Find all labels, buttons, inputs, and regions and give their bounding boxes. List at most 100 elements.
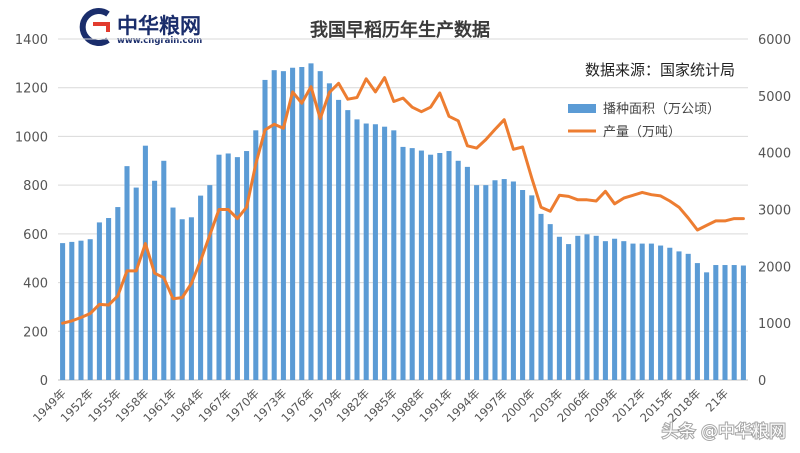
bar <box>639 243 645 380</box>
bar <box>713 265 719 380</box>
bar <box>575 235 581 380</box>
y-right-tick-label: 4000 <box>758 147 791 162</box>
bar <box>510 181 516 380</box>
bar <box>142 145 148 380</box>
y-right-tick-label: 5000 <box>758 90 791 105</box>
bar <box>188 217 194 380</box>
bar <box>437 152 443 380</box>
bar <box>501 179 507 380</box>
bar <box>372 124 378 380</box>
bar <box>538 213 544 380</box>
bar <box>602 241 608 380</box>
bar <box>271 70 277 381</box>
data-source: 数据来源：国家统计局 <box>585 61 735 79</box>
bar <box>621 241 627 380</box>
bar <box>593 235 599 380</box>
y-axis-right: 0 1000 2000 3000 4000 5000 6000 <box>758 33 791 389</box>
bar <box>326 83 332 380</box>
y-left-tick-label: 200 <box>23 325 48 340</box>
bar <box>96 222 102 380</box>
bar <box>455 160 461 380</box>
bar <box>262 79 268 381</box>
bar <box>667 247 673 380</box>
logo: 中华粮网 www.cngrain.com <box>79 8 202 46</box>
legend: 播种面积（万公顷） 产量（万吨） <box>568 102 720 140</box>
bar <box>584 234 590 380</box>
legend-bar-label: 播种面积（万公顷） <box>603 102 720 117</box>
bar <box>133 187 139 380</box>
bar <box>60 243 66 380</box>
bar <box>483 185 489 380</box>
bar <box>685 253 691 380</box>
bar <box>244 151 250 380</box>
bar <box>492 180 498 380</box>
y-right-tick-label: 2000 <box>758 260 791 275</box>
bar <box>418 150 424 380</box>
y-left-tick-label: 600 <box>23 228 48 243</box>
logo-name: 中华粮网 <box>117 14 201 38</box>
bar <box>520 190 526 380</box>
bar <box>336 99 342 381</box>
bar <box>152 180 158 380</box>
bar <box>446 151 452 380</box>
chart-title: 我国早稻历年生产数据 <box>310 19 490 41</box>
legend-line-label: 产量（万吨） <box>603 125 681 140</box>
y-right-tick-label: 0 <box>758 374 766 389</box>
bar <box>354 119 360 380</box>
bar <box>547 224 553 380</box>
y-left-tick-label: 1400 <box>15 33 48 48</box>
bar <box>566 244 572 380</box>
bar <box>280 71 286 380</box>
y-axis-left: 0 200 400 600 800 1000 1200 1400 <box>15 33 48 389</box>
bar <box>612 238 618 380</box>
bar <box>69 241 75 380</box>
bar <box>648 243 654 380</box>
bar <box>428 154 434 380</box>
y-left-tick-label: 0 <box>40 374 48 389</box>
bar <box>317 71 323 380</box>
bar <box>400 146 406 380</box>
bar <box>722 265 728 380</box>
bar <box>225 153 231 380</box>
bar <box>464 166 470 380</box>
x-axis: 1949年1952年1955年1958年1961年1964年1967年1970年… <box>30 386 731 425</box>
y-left-tick-label: 1000 <box>15 130 48 145</box>
bar <box>704 272 710 380</box>
production-line <box>61 76 745 325</box>
bar <box>78 240 84 380</box>
bar <box>529 195 535 380</box>
bar <box>391 130 397 380</box>
y-right-tick-label: 3000 <box>758 204 791 219</box>
bar <box>676 251 682 380</box>
bar <box>474 185 480 380</box>
bar <box>253 130 259 380</box>
bar <box>382 126 388 380</box>
bar <box>345 110 351 380</box>
watermark: 头条 @中华粮网 <box>662 422 786 442</box>
bar <box>290 67 296 381</box>
bar <box>658 245 664 380</box>
logo-mark-icon <box>79 8 110 46</box>
bar <box>207 185 213 380</box>
bar <box>556 236 562 380</box>
line-series <box>61 76 745 325</box>
legend-bar-swatch <box>568 104 596 113</box>
logo-url: www.cngrain.com <box>117 36 202 46</box>
bar <box>87 239 93 380</box>
bar <box>299 67 305 380</box>
bar <box>234 157 240 380</box>
y-left-tick-label: 800 <box>23 179 48 194</box>
bar <box>198 195 204 380</box>
bar-series <box>60 63 746 381</box>
x-tick-label: 21年 <box>703 386 731 414</box>
bar <box>179 219 185 380</box>
bar <box>731 265 737 380</box>
bar <box>170 207 176 380</box>
bar <box>363 123 369 380</box>
y-right-tick-label: 1000 <box>758 317 791 332</box>
bar <box>308 63 314 380</box>
bar <box>216 154 222 380</box>
bar <box>409 148 415 380</box>
bar <box>161 160 167 380</box>
